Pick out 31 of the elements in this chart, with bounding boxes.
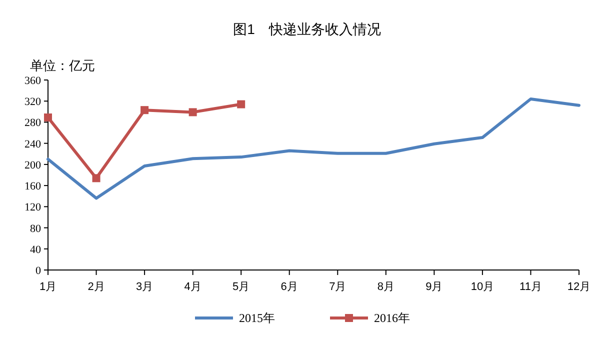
x-tick-label: 1月 [39, 281, 57, 293]
y-tick-label: 120 [24, 202, 42, 214]
x-tick-label: 10月 [470, 281, 494, 293]
point [140, 106, 149, 114]
x-tick-label: 4月 [184, 281, 202, 293]
x-tick-label: 9月 [426, 281, 443, 293]
x-tick-label: 12月 [567, 281, 591, 293]
point [92, 174, 100, 182]
y-tick-label: 240 [24, 138, 42, 150]
y-tick-label: 200 [24, 159, 42, 172]
point [188, 108, 197, 116]
y-tick-label: 320 [24, 96, 42, 108]
y-tick-label: 360 [24, 75, 42, 87]
y-tick-label: 80 [30, 222, 42, 235]
legend-label: 2016年 [374, 311, 410, 325]
point [237, 100, 246, 108]
legend-label: 2015年 [239, 311, 275, 325]
x-tick-label: 6月 [280, 281, 298, 293]
y-tick-label: 40 [30, 244, 42, 256]
point [44, 113, 52, 122]
x-tick-label: 2月 [88, 281, 105, 293]
x-tick-label: 8月 [377, 281, 394, 293]
x-tick-label: 7月 [329, 281, 346, 293]
x-tick-label: 11月 [520, 281, 542, 293]
y-tick-label: 280 [24, 117, 42, 130]
x-tick-label: 3月 [136, 281, 154, 293]
text: 单位：亿元 [30, 58, 95, 73]
y-tick-label: 160 [24, 180, 42, 193]
chart-title: 图1 快递业务收入情况 [233, 21, 381, 37]
y-tick-label: 0 [36, 265, 42, 277]
x-tick-label: 5月 [232, 281, 250, 293]
